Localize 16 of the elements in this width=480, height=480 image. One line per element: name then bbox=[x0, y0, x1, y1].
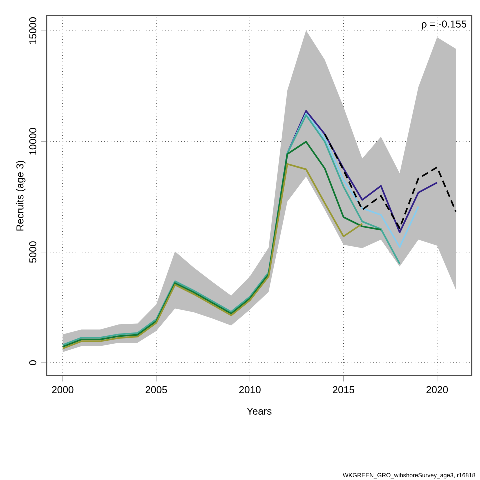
y-tick-label: 0 bbox=[30, 360, 37, 366]
x-axis-title: Years bbox=[247, 408, 272, 415]
y-axis-title: Recruits (age 3) bbox=[16, 161, 26, 231]
x-tick-label: 2005 bbox=[146, 386, 168, 394]
line-series bbox=[62, 163, 364, 350]
line-series bbox=[62, 114, 401, 346]
line-series bbox=[62, 141, 382, 348]
x-tick-label: 2000 bbox=[52, 386, 74, 394]
annotation: ρ = -0.155 bbox=[422, 20, 467, 30]
x-tick-label: 2015 bbox=[333, 386, 354, 394]
y-tick-label: 15000 bbox=[30, 18, 37, 44]
y-tick-label: 10000 bbox=[30, 128, 37, 155]
line-series bbox=[324, 134, 457, 230]
x-tick-label: 2010 bbox=[240, 386, 261, 394]
x-tick-label: 2020 bbox=[426, 386, 448, 394]
y-tick-label: 5000 bbox=[30, 242, 37, 264]
